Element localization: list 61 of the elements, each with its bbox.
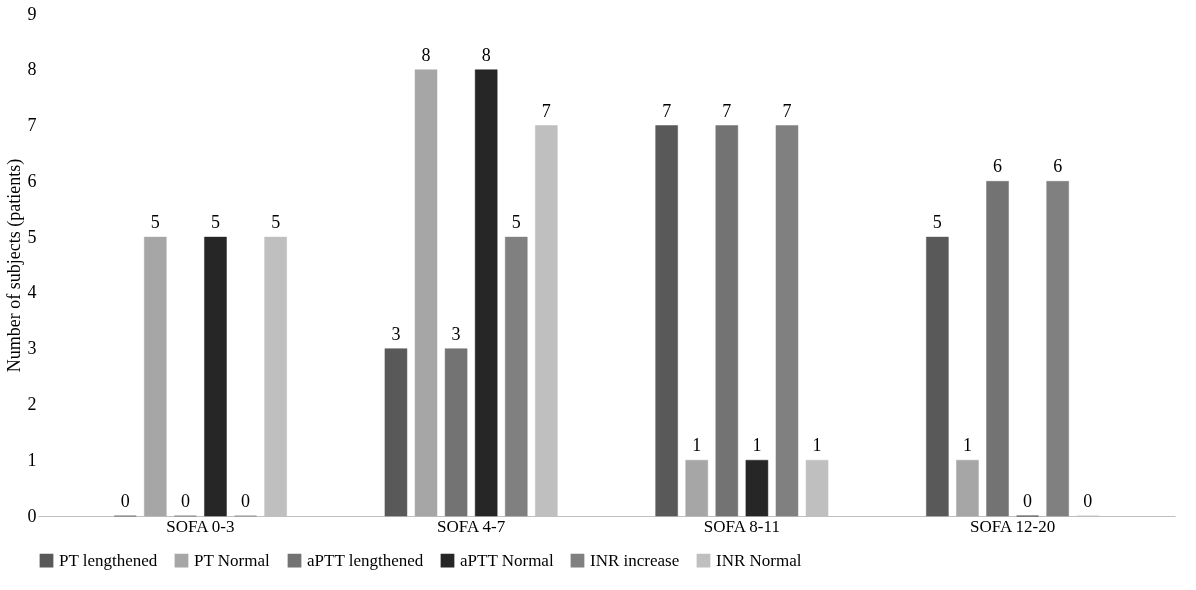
data-label: 1 <box>752 435 762 456</box>
data-label: 7 <box>782 100 792 121</box>
data-label: 5 <box>932 212 942 233</box>
y-tick-label: 3 <box>27 338 37 359</box>
data-label: 5 <box>210 212 220 233</box>
legend-label: INR Normal <box>716 550 802 570</box>
legend-label: PT lengthened <box>59 550 158 570</box>
bar <box>144 236 167 517</box>
bar <box>474 69 498 517</box>
data-label: 0 <box>1023 491 1033 511</box>
legend-label: aPTT Normal <box>460 550 554 570</box>
bar <box>655 125 678 517</box>
data-label: 5 <box>150 212 160 233</box>
data-label: 5 <box>271 212 281 233</box>
bar <box>1046 181 1069 517</box>
y-tick-label: 5 <box>27 226 37 247</box>
bar <box>926 236 949 517</box>
y-tick-label: 2 <box>27 393 37 414</box>
data-label: 1 <box>962 435 972 456</box>
data-label: 3 <box>451 323 461 344</box>
legend-label: aPTT lengthened <box>307 550 424 570</box>
bar <box>986 181 1009 517</box>
data-label: 5 <box>511 212 521 233</box>
y-axis-title: Number of subjects (patients) <box>3 158 25 373</box>
bar <box>685 459 708 517</box>
legend-label: INR increase <box>590 550 680 570</box>
data-label: 0 <box>1083 491 1093 511</box>
x-tick-label: SOFA 0-3 <box>166 516 235 536</box>
data-label: 0 <box>120 491 130 511</box>
data-label: 8 <box>481 44 491 65</box>
data-label: 0 <box>241 491 251 511</box>
legend-label: PT Normal <box>194 550 270 570</box>
bar <box>775 125 799 517</box>
bar <box>956 459 979 517</box>
data-label: 6 <box>993 156 1003 177</box>
x-tick-label: SOFA 4-7 <box>437 516 506 536</box>
bar <box>384 348 408 517</box>
data-label: 8 <box>421 44 431 65</box>
x-tick-label: SOFA 12-20 <box>969 516 1056 536</box>
data-label: 7 <box>662 100 672 121</box>
bar <box>444 348 468 517</box>
y-tick-label: 7 <box>27 115 37 136</box>
y-tick-label: 0 <box>27 505 37 526</box>
x-tick-label: SOFA 8-11 <box>703 516 780 536</box>
data-label: 1 <box>812 435 822 456</box>
bar <box>745 459 769 517</box>
data-label: 7 <box>722 100 732 121</box>
y-tick-label: 4 <box>27 282 37 303</box>
y-tick-label: 9 <box>27 3 37 24</box>
data-label: 0 <box>180 491 190 511</box>
y-tick-label: 8 <box>27 59 37 80</box>
bar <box>204 236 227 517</box>
data-label: 7 <box>541 100 551 121</box>
data-label: 3 <box>391 323 401 344</box>
bar <box>715 125 739 517</box>
y-tick-label: 1 <box>27 449 37 470</box>
bar <box>505 236 528 517</box>
y-tick-label: 6 <box>27 170 37 191</box>
data-label: 6 <box>1053 156 1063 177</box>
data-label: 1 <box>692 435 702 456</box>
bar <box>414 69 438 517</box>
